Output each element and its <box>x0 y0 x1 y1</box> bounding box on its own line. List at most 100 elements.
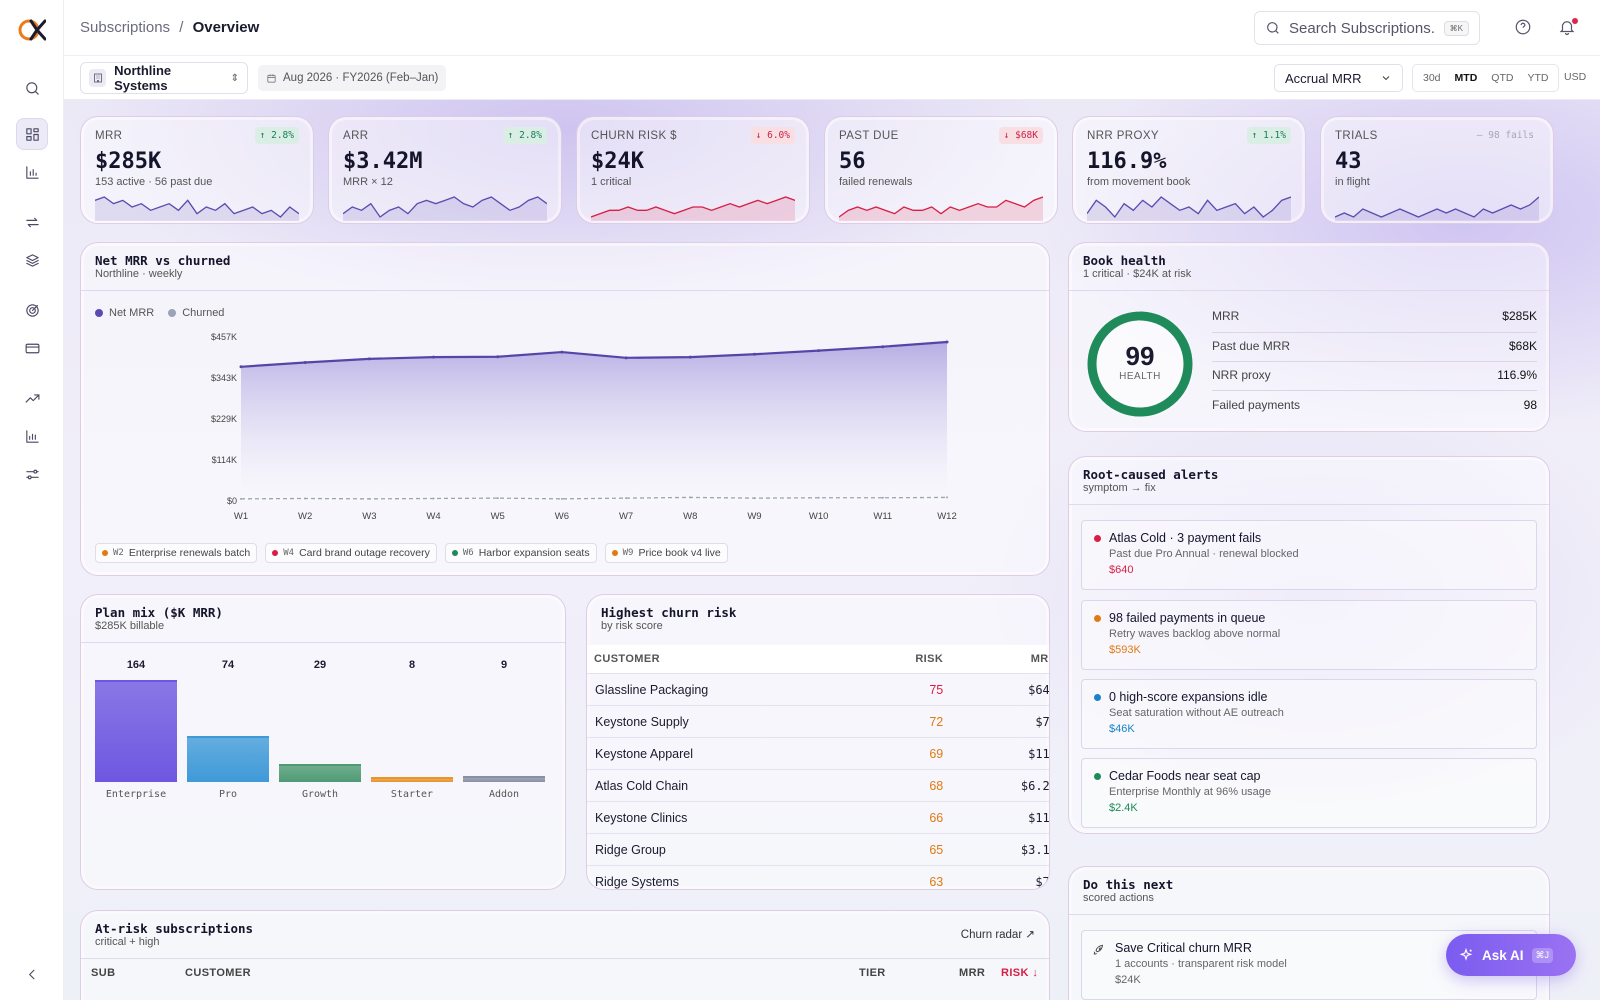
alert-item[interactable]: 98 failed payments in queue Retry waves … <box>1081 600 1537 670</box>
x-tick-label: W5 <box>491 511 505 522</box>
severity-dot <box>1094 535 1101 542</box>
sparkline-line <box>343 196 547 218</box>
breadcrumb-current: Overview <box>192 19 260 36</box>
chip-label: Price book v4 live <box>638 547 721 559</box>
chip-week: W9 <box>622 548 634 558</box>
x-tick-label: W9 <box>747 511 761 522</box>
x-tick-label: W3 <box>362 511 376 522</box>
y-tick-label: $457K <box>211 332 237 342</box>
kpi-delta-badge: ↑ 1.1% <box>1246 127 1291 144</box>
collapse-sidebar-icon[interactable] <box>16 958 48 990</box>
chip-label: Harbor expansion seats <box>478 547 590 559</box>
legend-net-mrr[interactable]: Net MRR <box>95 307 154 319</box>
range-mtd[interactable]: MTD <box>1454 72 1478 84</box>
severity-dot <box>1094 615 1101 622</box>
churned-point <box>689 496 692 499</box>
annotation-chip[interactable]: W2 Enterprise renewals batch <box>95 543 258 563</box>
bar-chart-icon[interactable] <box>16 156 48 188</box>
kpi-card[interactable]: TRIALS — 98 fails 43 in flight <box>1320 116 1554 224</box>
bell-icon[interactable] <box>1558 18 1578 38</box>
kpi-delta-badge: ↓ $68K <box>998 127 1043 144</box>
kpi-card[interactable]: CHURN RISK $ ↓ 6.0% $24K 1 critical <box>576 116 810 224</box>
search-input[interactable]: Search Subscriptions... ⌘K <box>1254 11 1480 45</box>
column-header[interactable]: SUB <box>91 967 116 979</box>
column-header[interactable]: MRR <box>953 645 1049 674</box>
dashboard-canvas: MRR ↑ 2.8% $285K 153 active · 56 past due AR… <box>64 100 1600 1000</box>
range-ytd[interactable]: YTD <box>1527 72 1549 84</box>
chip-week: W6 <box>462 548 474 558</box>
action-amount: $24K <box>1115 974 1141 986</box>
plan-bar[interactable] <box>371 777 453 782</box>
sparkline-line <box>1335 196 1539 218</box>
kpi-card[interactable]: MRR ↑ 2.8% $285K 153 active · 56 past due <box>80 116 314 224</box>
column-header[interactable]: CUSTOMER <box>185 967 251 979</box>
risk-cell: 63 <box>856 865 954 889</box>
search-icon[interactable] <box>16 72 48 104</box>
x-tick-label: W12 <box>937 511 957 522</box>
column-header[interactable]: RISK ↓ <box>1001 967 1039 979</box>
target-icon[interactable] <box>16 294 48 326</box>
sliders-icon[interactable] <box>16 458 48 490</box>
repeat-icon[interactable] <box>16 206 48 238</box>
plan-bar[interactable] <box>463 776 545 782</box>
help-icon[interactable] <box>1514 18 1534 38</box>
org-switcher[interactable]: Northline Systems ⇕ <box>80 62 248 94</box>
dashboard-icon[interactable] <box>16 118 48 150</box>
period-picker[interactable]: Aug 2026 · FY2026 (Feb–Jan) <box>258 65 447 91</box>
report-chart-icon[interactable] <box>16 420 48 452</box>
alert-item[interactable]: Atlas Cold · 3 payment fails Past due Pr… <box>1081 520 1537 590</box>
column-header[interactable]: RISK <box>856 645 954 674</box>
mrr-mode-select[interactable]: Accrual MRR <box>1274 64 1403 92</box>
legend-churned[interactable]: Churned <box>168 307 224 319</box>
alert-item[interactable]: Cedar Foods near seat cap Enterprise Mon… <box>1081 758 1537 828</box>
kpi-subtext: 153 active · 56 past due <box>95 176 213 188</box>
currency-label[interactable]: USD <box>1564 71 1587 83</box>
alert-title: Atlas Cold · 3 payment fails <box>1109 531 1262 545</box>
kpi-label: NRR PROXY <box>1087 130 1159 142</box>
kpi-label: MRR <box>95 130 123 142</box>
kpi-subtext: 1 critical <box>591 176 632 188</box>
annotation-chip[interactable]: W9 Price book v4 live <box>604 543 728 563</box>
breadcrumb: Subscriptions / Overview <box>80 19 259 36</box>
column-header[interactable]: TIER <box>859 967 886 979</box>
annotation-chip[interactable]: W4 Card brand outage recovery <box>265 543 437 563</box>
row-label: Past due MRR <box>1212 339 1291 353</box>
credit-card-icon[interactable] <box>16 332 48 364</box>
churned-point <box>240 497 242 500</box>
kpi-card[interactable]: ARR ↑ 2.8% $3.42M MRR × 12 <box>328 116 562 224</box>
card-subtitle: $285K billable <box>95 620 165 632</box>
ask-ai-button[interactable]: Ask AI ⌘J <box>1446 934 1576 976</box>
annotation-chip[interactable]: W6 Harbor expansion seats <box>444 543 597 563</box>
row-value: 116.9% <box>1497 368 1537 382</box>
chip-week: W4 <box>283 548 295 558</box>
kpi-subtext: from movement book <box>1087 176 1191 188</box>
customer-cell: Keystone Supply <box>587 705 857 738</box>
net-mrr-point <box>367 357 371 361</box>
plan-bar[interactable] <box>95 680 177 782</box>
kpi-card[interactable]: PAST DUE ↓ $68K 56 failed renewals <box>824 116 1058 224</box>
legend-label: Churned <box>182 307 225 319</box>
y-tick-label: $343K <box>211 373 237 383</box>
gauge-fill <box>1087 311 1193 417</box>
alert-item[interactable]: 0 high-score expansions idle Seat satura… <box>1081 679 1537 749</box>
layers-icon[interactable] <box>16 244 48 276</box>
breadcrumb-parent[interactable]: Subscriptions <box>80 19 171 36</box>
column-header[interactable]: MRR <box>959 967 986 979</box>
range-30d[interactable]: 30d <box>1423 72 1441 84</box>
churn-radar-link[interactable]: Churn radar ↗ <box>960 929 1035 941</box>
alert-desc: Retry waves backlog above normal <box>1109 628 1281 640</box>
plan-bar[interactable] <box>279 763 361 782</box>
kpi-card[interactable]: NRR PROXY ↑ 1.1% 116.9% from movement book <box>1072 116 1306 224</box>
trending-up-icon[interactable] <box>16 382 48 414</box>
column-header[interactable]: CUSTOMER <box>587 645 857 674</box>
range-qtd[interactable]: QTD <box>1491 72 1514 84</box>
plan-bar[interactable] <box>187 735 269 782</box>
app-logo-icon[interactable] <box>18 16 46 44</box>
